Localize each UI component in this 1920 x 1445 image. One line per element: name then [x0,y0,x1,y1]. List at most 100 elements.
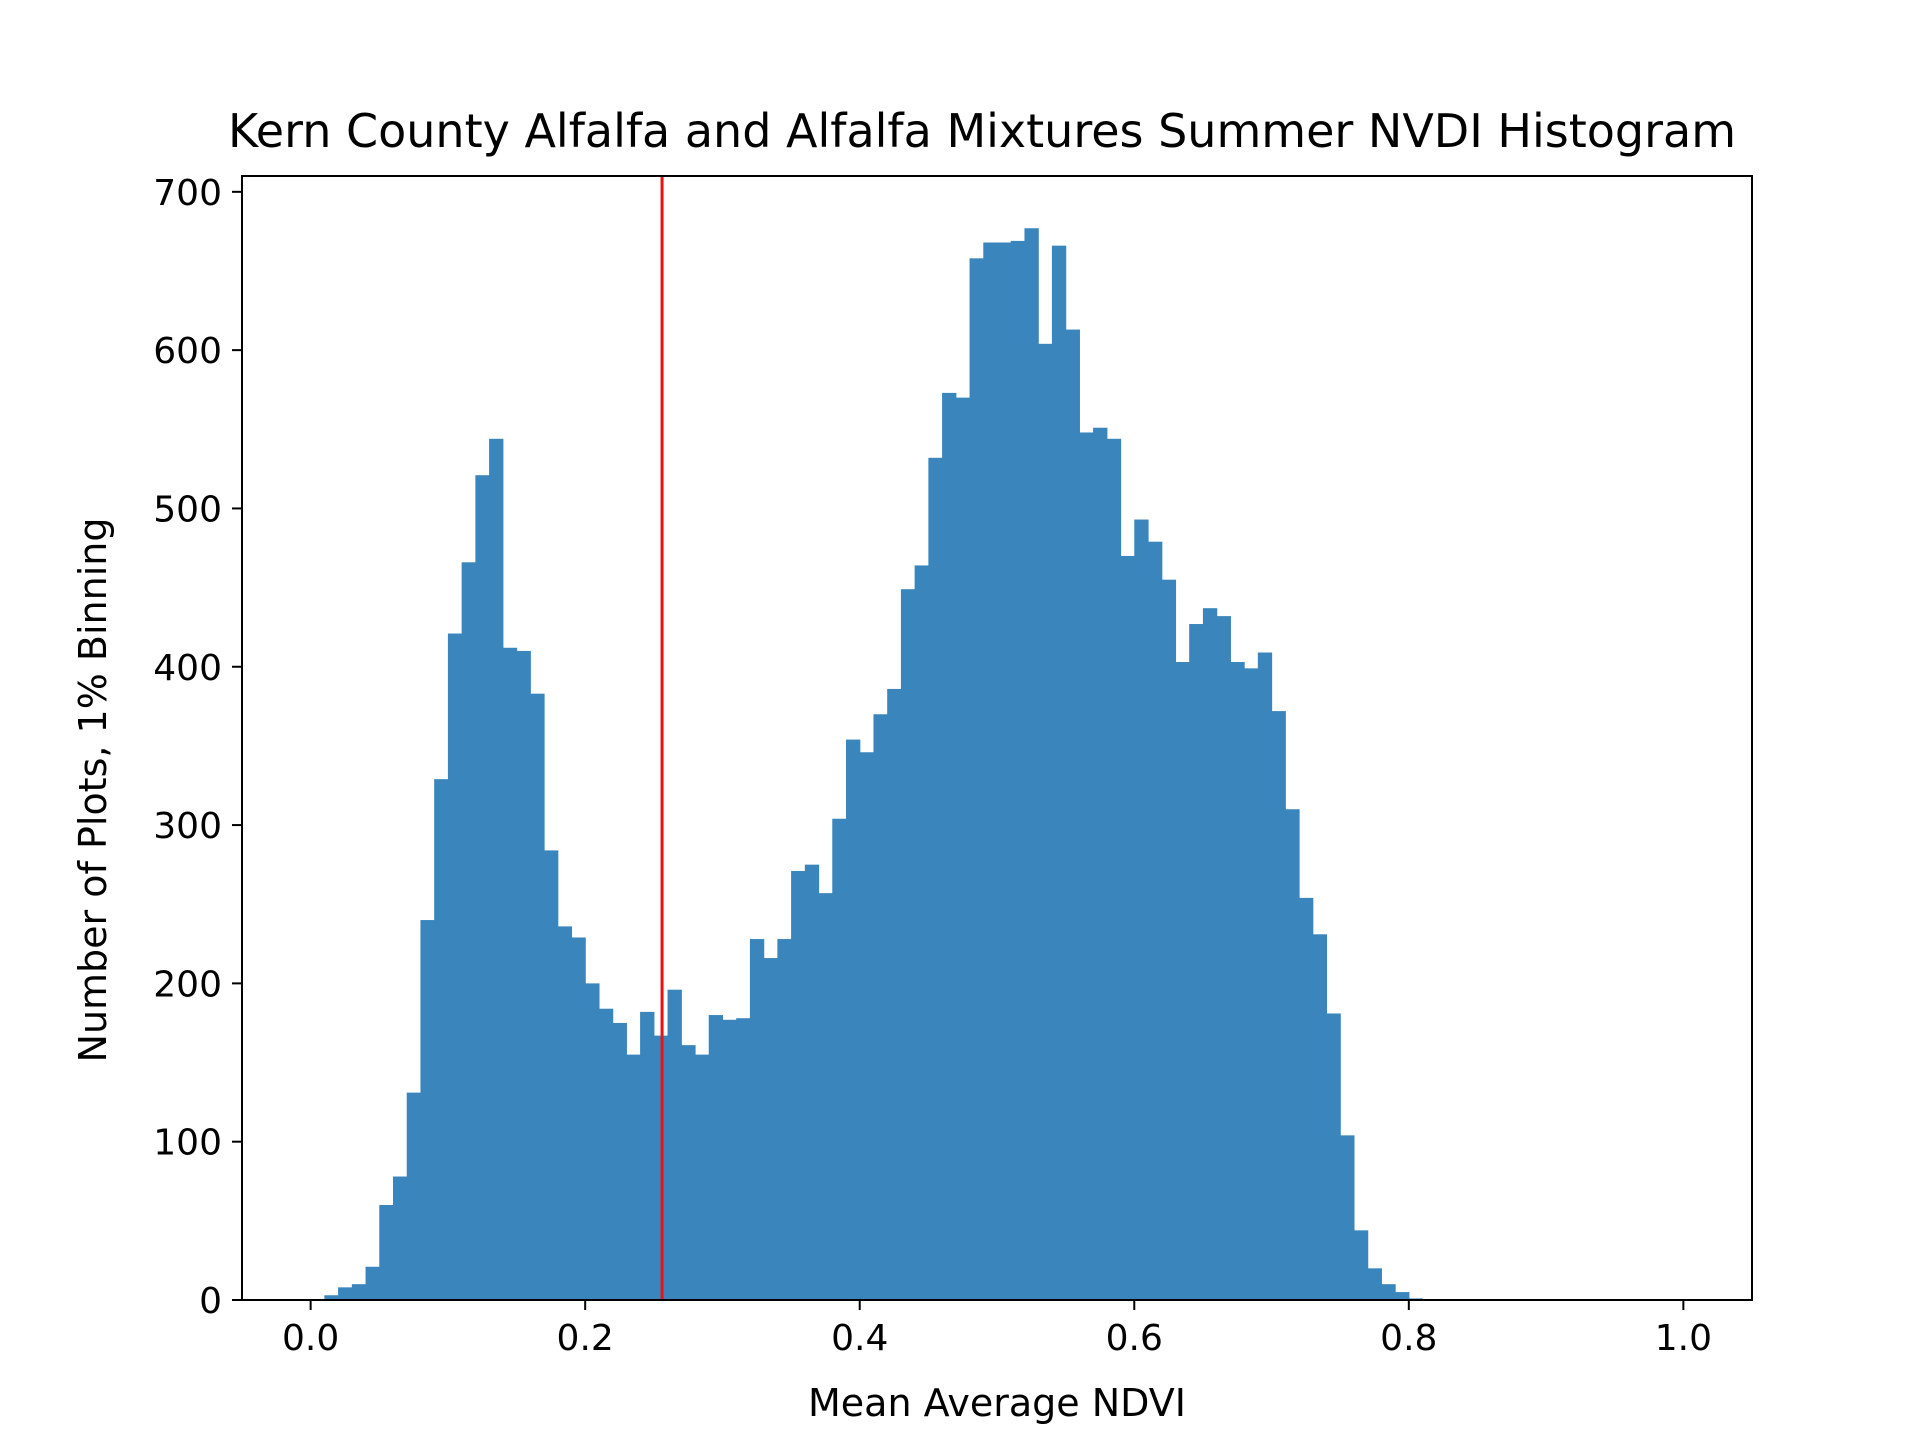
histogram-bar [1161,579,1177,1300]
histogram-bar [804,864,820,1300]
histogram-bar [983,242,998,1301]
histogram-bar [1230,662,1245,1300]
histogram-bar [667,989,682,1300]
histogram-bar [708,1015,724,1300]
y-tick-label: 300 [153,806,222,847]
histogram-bar [1216,616,1231,1300]
histogram-bar [859,752,875,1300]
histogram-bar [447,633,463,1300]
histogram-bar [791,870,806,1300]
y-tick-label: 0 [199,1281,222,1322]
histogram-bar [777,939,792,1300]
histogram-bar [749,939,765,1300]
y-axis-label: Number of Plots, 1% Binning [71,518,115,1063]
histogram-bar [1312,934,1328,1300]
histogram-bar [1367,1268,1382,1300]
histogram-bar [598,1008,614,1300]
x-tick-label: 0.0 [282,1318,339,1359]
histogram-bar [1093,427,1108,1301]
histogram-bar [681,1045,696,1300]
histogram-bar [461,562,476,1300]
histogram-bar [873,714,888,1300]
histogram-bar [1024,228,1039,1301]
histogram-bar [1189,624,1204,1300]
histogram-bar [914,565,929,1300]
x-axis-label: Mean Average NDVI [808,1381,1186,1425]
histogram-bar [351,1284,367,1300]
histogram-bar [324,1295,339,1300]
histogram-bar [928,457,943,1301]
x-tick-label: 0.2 [557,1318,614,1359]
histogram-bar [900,589,916,1300]
histogram-bar [1175,662,1190,1300]
histogram-bar [1148,541,1163,1300]
histogram-bar [544,850,559,1300]
histogram-bar [585,983,600,1300]
y-tick-label: 700 [153,173,222,214]
histogram-bar [530,693,545,1300]
y-axis-ticks: 0 100 200 300 400 500 600 700 [153,173,242,1322]
histogram-bar [846,739,861,1300]
histogram-bar [695,1054,710,1300]
histogram-bar [557,926,573,1300]
histogram-bar [1134,519,1149,1300]
histogram-bar [763,958,778,1300]
histogram-bar [832,818,847,1300]
histogram-bar [1353,1230,1369,1300]
histogram-bar [887,688,902,1300]
x-tick-label: 0.4 [831,1318,888,1359]
histogram-bar [516,650,531,1300]
histogram-bar [1326,1013,1341,1300]
histogram-bar [1051,245,1067,1300]
y-tick-label: 500 [153,489,222,530]
histogram-bar [818,893,833,1300]
histogram-bar [420,920,435,1300]
chart-title: Kern County Alfalfa and Alfalfa Mixtures… [228,104,1736,158]
histogram-bar [571,937,586,1300]
histogram-bar [997,242,1012,1301]
histogram-bar [736,1018,751,1300]
y-tick-label: 200 [153,964,222,1005]
y-tick-label: 600 [153,331,222,372]
histogram-bar [475,475,490,1300]
histogram-bar [434,779,449,1300]
histogram-bar [489,438,504,1300]
histogram-bar [1299,897,1314,1300]
x-axis-ticks: 0.0 0.2 0.4 0.6 0.8 1.0 [282,1300,1712,1359]
x-tick-label: 0.6 [1106,1318,1163,1359]
histogram-bar [502,647,518,1300]
histogram-bar [722,1019,737,1300]
histogram-bar [1120,555,1135,1300]
x-tick-label: 0.8 [1380,1318,1437,1359]
y-tick-label: 400 [153,648,222,689]
histogram-bar [969,258,984,1300]
histogram-bar [955,397,971,1300]
histogram-bar [1271,711,1286,1300]
histogram-bar [393,1176,408,1300]
plot-area-frame [241,175,1753,1301]
histogram-bar [942,392,957,1300]
y-tick-label: 100 [153,1123,222,1164]
histogram-bar [1202,608,1218,1300]
histogram-bar [1395,1292,1410,1300]
histogram-bar [406,1092,422,1300]
histogram-bars [324,228,1424,1301]
histogram-bar [1065,329,1080,1301]
histogram-bar [1010,240,1026,1301]
histogram-bar [626,1054,641,1300]
histogram-bar [1381,1284,1396,1300]
histogram-bar [1257,652,1273,1300]
histogram-bar [612,1022,627,1300]
histogram-bar [640,1011,655,1300]
histogram-bar [1244,668,1259,1300]
histogram-bar [338,1287,353,1300]
histogram-bar [365,1266,380,1300]
x-tick-label: 1.0 [1655,1318,1712,1359]
histogram-bar [1106,438,1122,1300]
histogram-bar [1285,809,1300,1300]
histogram-bar [1340,1135,1355,1300]
histogram-bar [379,1205,394,1300]
histogram-bar [1079,432,1094,1300]
